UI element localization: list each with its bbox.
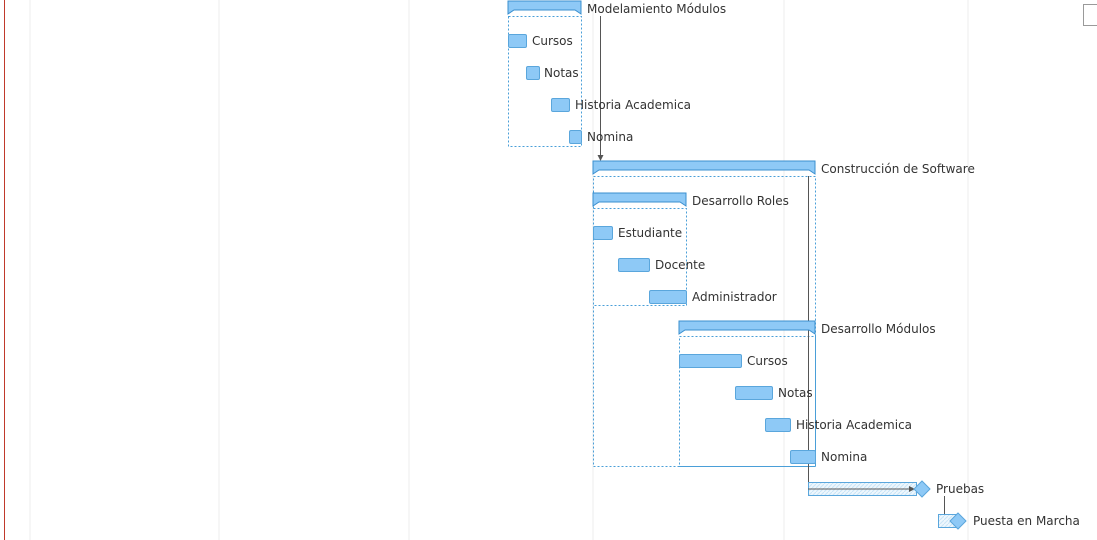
task-bar xyxy=(526,66,540,80)
scroll-handle[interactable] xyxy=(1083,4,1097,26)
task-label: Historia Academica xyxy=(575,98,691,112)
task-bar xyxy=(551,98,570,112)
task-bar xyxy=(508,34,527,48)
task-bar xyxy=(790,450,816,464)
task-label: Administrador xyxy=(692,290,777,304)
task-label: Nomina xyxy=(821,450,867,464)
task-bar xyxy=(765,418,791,432)
task-bar xyxy=(593,226,613,240)
group-box-desarrollo-roles xyxy=(593,208,687,306)
task-label: Desarrollo Módulos xyxy=(821,322,936,336)
group-bar xyxy=(507,0,582,15)
task-label: Historia Academica xyxy=(796,418,912,432)
task-label: Estudiante xyxy=(618,226,682,240)
task-bar xyxy=(569,130,582,144)
group-bar xyxy=(592,160,816,175)
task-label: Notas xyxy=(544,66,579,80)
task-label: Desarrollo Roles xyxy=(692,194,789,208)
group-bar xyxy=(592,192,687,207)
task-label: Puesta en Marcha xyxy=(973,514,1080,528)
task-label: Docente xyxy=(655,258,705,272)
group-bar xyxy=(678,320,816,335)
task-bar xyxy=(618,258,650,272)
group-box-modelamiento xyxy=(508,16,582,147)
milestone-diamond xyxy=(949,512,967,530)
task-label: Cursos xyxy=(747,354,788,368)
task-label: Pruebas xyxy=(936,482,984,496)
task-label: Modelamiento Módulos xyxy=(587,2,726,16)
task-bar xyxy=(735,386,773,400)
task-label: Cursos xyxy=(532,34,573,48)
task-label: Construcción de Software xyxy=(821,162,975,176)
task-bar xyxy=(679,354,742,368)
task-label: Notas xyxy=(778,386,813,400)
task-bar xyxy=(649,290,687,304)
group-box-desarrollo-modulos xyxy=(679,336,816,467)
task-label: Nomina xyxy=(587,130,633,144)
milestone-diamond xyxy=(913,480,931,498)
